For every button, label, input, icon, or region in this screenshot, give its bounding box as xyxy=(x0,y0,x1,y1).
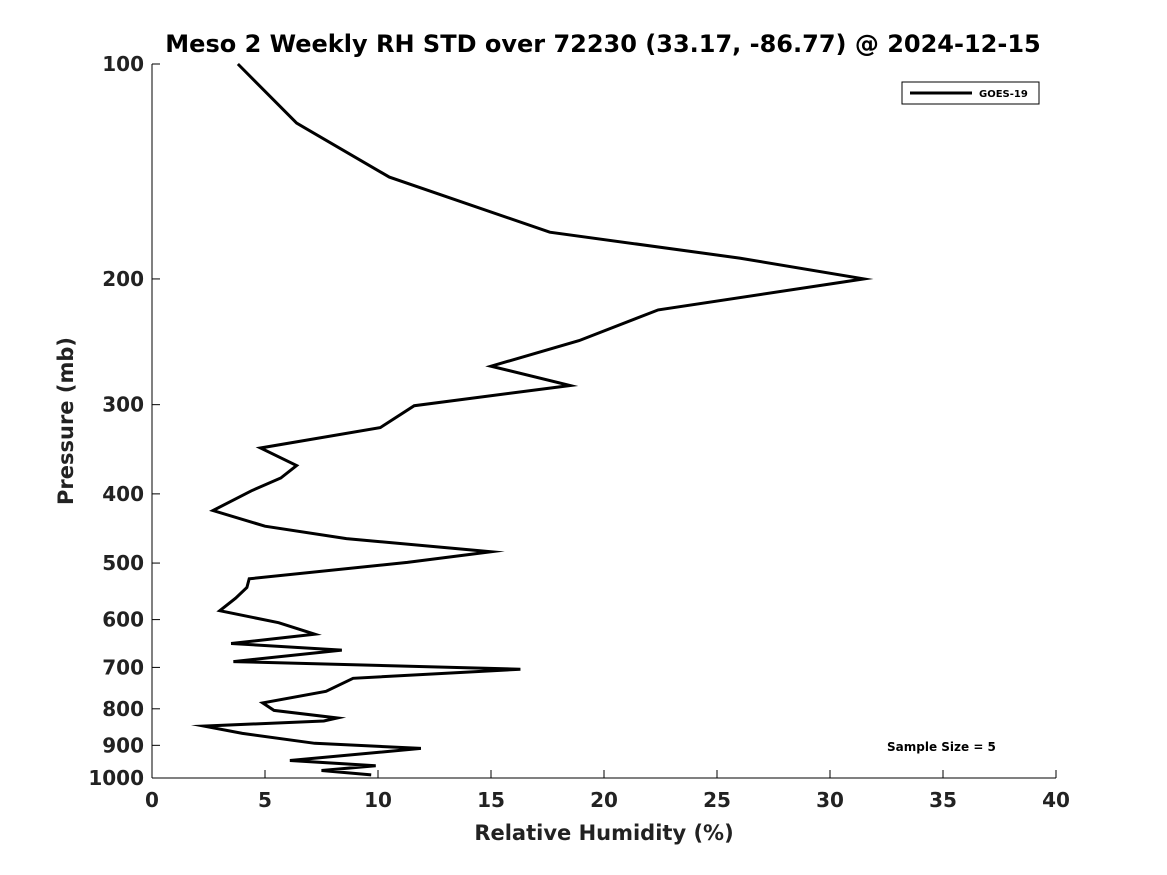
chart-title: Meso 2 Weekly RH STD over 72230 (33.17, … xyxy=(165,30,1040,58)
y-axis-ticks: 100 200 300 400 500 600 700 800 900 1000 xyxy=(88,52,160,790)
x-tick-label: 30 xyxy=(816,788,844,812)
x-tick-label: 35 xyxy=(929,788,957,812)
y-tick-label: 200 xyxy=(102,267,144,291)
series-line-goes-19 xyxy=(190,62,874,777)
y-tick-label: 800 xyxy=(102,697,144,721)
legend: GOES-19 xyxy=(901,81,1040,105)
x-tick-label: 0 xyxy=(145,788,159,812)
legend-label-goes-19: GOES-19 xyxy=(979,89,1028,100)
sample-size-annotation: Sample Size = 5 xyxy=(887,740,996,754)
y-tick-label: 1000 xyxy=(88,766,144,790)
series-layer xyxy=(190,62,874,777)
x-tick-label: 20 xyxy=(590,788,618,812)
x-axis-ticks: 0 5 10 15 20 25 30 35 40 xyxy=(145,770,1070,812)
x-tick-label: 40 xyxy=(1042,788,1070,812)
x-tick-label: 5 xyxy=(258,788,272,812)
y-tick-label: 400 xyxy=(102,482,144,506)
y-tick-label: 500 xyxy=(102,551,144,575)
y-tick-label: 700 xyxy=(102,655,144,679)
x-tick-label: 25 xyxy=(703,788,731,812)
x-tick-label: 10 xyxy=(364,788,392,812)
y-tick-label: 300 xyxy=(102,393,144,417)
x-tick-label: 15 xyxy=(477,788,505,812)
y-tick-label: 600 xyxy=(102,608,144,632)
y-tick-label: 900 xyxy=(102,733,144,757)
x-axis-label: Relative Humidity (%) xyxy=(474,821,733,845)
y-tick-label: 100 xyxy=(102,52,144,76)
y-axis-label: Pressure (mb) xyxy=(54,337,78,505)
